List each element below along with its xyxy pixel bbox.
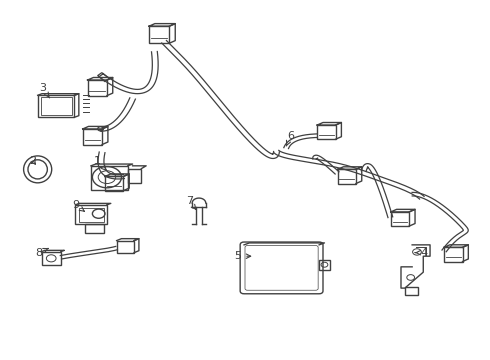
Text: 1: 1 [94, 156, 106, 170]
Bar [405, 287, 418, 295]
Text: 5: 5 [234, 251, 251, 261]
Bar [42, 252, 61, 265]
Bar [41, 98, 72, 115]
Bar [117, 240, 134, 253]
Bar [91, 166, 128, 190]
Bar [88, 80, 107, 96]
Text: 7: 7 [186, 196, 196, 209]
Bar [105, 176, 123, 191]
Bar [319, 260, 330, 270]
Text: 3: 3 [39, 83, 49, 98]
Text: 4: 4 [415, 248, 428, 258]
Bar [149, 26, 170, 43]
Text: 6: 6 [286, 131, 294, 146]
Bar [75, 205, 107, 224]
Text: 9: 9 [72, 200, 84, 211]
Bar [444, 247, 463, 261]
Bar [83, 129, 102, 145]
Bar [391, 212, 409, 226]
Bar [128, 168, 141, 183]
Text: 8: 8 [36, 248, 48, 258]
Text: 2: 2 [29, 156, 36, 166]
Bar [317, 125, 336, 139]
Bar [338, 169, 356, 184]
Bar [85, 224, 103, 233]
Bar [79, 208, 103, 222]
Bar [38, 95, 74, 117]
